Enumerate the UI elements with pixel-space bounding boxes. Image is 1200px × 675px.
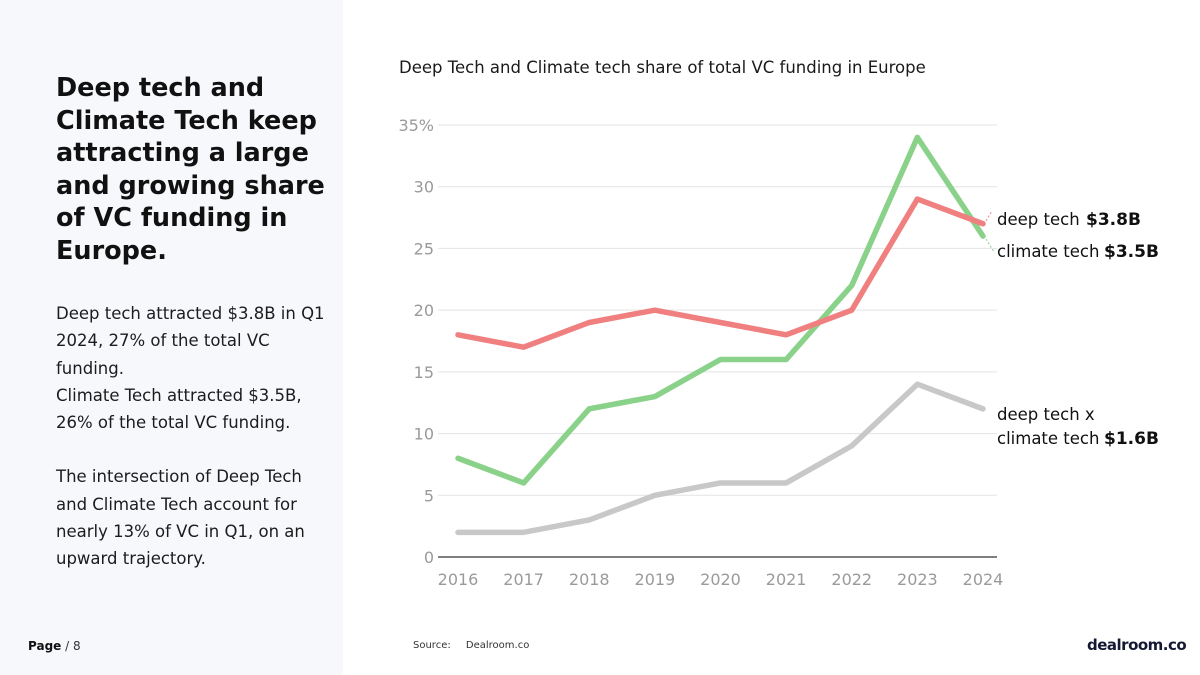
page-count: / 8 xyxy=(65,639,81,653)
x-tick-label: 2023 xyxy=(897,570,938,589)
y-tick-label: 5 xyxy=(424,486,434,505)
body-text: Deep tech attracted $3.8B in Q1 2024, 27… xyxy=(56,300,326,573)
intersection-amount: $1.6B xyxy=(1104,429,1159,449)
x-tick-label: 2020 xyxy=(700,570,741,589)
y-tick-label: 0 xyxy=(424,548,434,567)
headline: Deep tech and Climate Tech keep attracti… xyxy=(56,73,325,266)
page-number: Page / 8 xyxy=(28,639,81,653)
body-paragraph-climate-tech: Climate Tech attracted $3.5B, 26% of the… xyxy=(56,385,302,433)
y-tick-label: 15 xyxy=(414,363,434,382)
chart-title: Deep Tech and Climate tech share of tota… xyxy=(399,58,926,77)
source-note: Source: Dealroom.co xyxy=(413,640,529,651)
x-tick-label: 2024 xyxy=(963,570,1004,589)
x-tick-label: 2021 xyxy=(766,570,807,589)
line-chart: 0 5 10 15 20 25 30 35% 2016 2017 2018 2019 2020 2021 2… xyxy=(398,116,1159,589)
y-tick-label: 35% xyxy=(398,116,434,135)
source-value: Dealroom.co xyxy=(465,640,530,651)
x-tick-label: 2022 xyxy=(831,570,872,589)
y-tick-label: 30 xyxy=(414,178,434,197)
intersection-label-line2: climate tech xyxy=(997,429,1099,448)
y-tick-label: 20 xyxy=(414,301,434,320)
series-line-1 xyxy=(455,134,986,486)
deep-tech-label: deep tech xyxy=(997,210,1080,229)
climate-tech-amount: $3.5B xyxy=(1104,242,1159,262)
y-tick-label: 25 xyxy=(414,239,434,258)
x-tick-label: 2019 xyxy=(635,570,676,589)
x-tick-label: 2018 xyxy=(569,570,610,589)
series-line-2 xyxy=(455,381,986,536)
page-label: Page xyxy=(28,639,62,653)
x-tick-label: 2016 xyxy=(438,570,479,589)
body-paragraph-intersection: The intersection of Deep Tech and Climat… xyxy=(56,467,305,569)
deep-tech-connector xyxy=(985,210,993,222)
intersection-label-line1: deep tech x xyxy=(997,405,1095,424)
dealroom-logo: dealroom.co xyxy=(1087,636,1187,654)
body-paragraph-deep-tech: Deep tech attracted $3.8B in Q1 2024, 27… xyxy=(56,304,325,378)
series-line-0 xyxy=(455,196,986,350)
climate-tech-connector xyxy=(985,238,995,253)
climate-tech-label: climate tech xyxy=(997,242,1099,261)
source-label: Source: xyxy=(413,640,451,651)
left-panel xyxy=(0,0,343,675)
x-tick-label: 2017 xyxy=(503,570,544,589)
y-tick-label: 10 xyxy=(414,425,434,444)
deep-tech-amount: $3.8B xyxy=(1086,210,1141,230)
